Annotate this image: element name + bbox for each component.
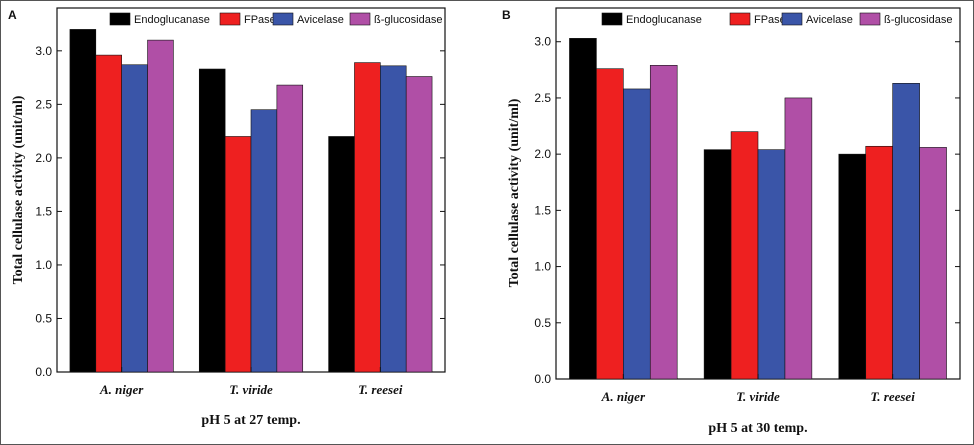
x-category-label: T. reesei xyxy=(358,382,403,397)
y-tick-label: 0.0 xyxy=(35,365,52,379)
legend-label: Avicelase xyxy=(806,14,853,26)
y-tick-label: 2.0 xyxy=(35,151,52,165)
legend-label: ß-glucosidase xyxy=(374,14,442,26)
legend-swatch xyxy=(601,12,623,26)
bar xyxy=(328,136,355,373)
bar xyxy=(596,68,624,380)
bar xyxy=(121,64,148,373)
bars xyxy=(69,29,433,373)
y-tick-label: 2.5 xyxy=(534,91,551,105)
legend-label: FPase xyxy=(244,14,276,26)
bar xyxy=(865,145,893,380)
y-tick-label: 2.0 xyxy=(534,147,551,161)
bar xyxy=(892,83,920,380)
y-tick-label: 0.5 xyxy=(534,316,551,330)
legend-swatch xyxy=(729,12,751,26)
x-category-label: A. niger xyxy=(99,382,144,397)
panel-label: B xyxy=(502,8,511,22)
y-axis-ticks: 0.0 0.5 1.0 1.5 2.0 2.5 3.0 xyxy=(534,35,960,386)
bar xyxy=(354,62,381,373)
x-category-label: T. reesei xyxy=(871,389,916,404)
x-axis-label: pH 5 at 27 temp. xyxy=(201,413,300,428)
y-tick-label: 0.0 xyxy=(534,372,551,386)
bar xyxy=(784,97,813,380)
legend-swatch xyxy=(781,12,803,26)
y-tick-label: 3.0 xyxy=(534,35,551,49)
bar xyxy=(69,29,97,373)
legend-swatch xyxy=(272,12,294,26)
y-tick-label: 2.5 xyxy=(35,97,52,111)
y-axis-ticks: 0.0 0.5 1.0 1.5 2.0 2.5 3.0 xyxy=(35,44,445,379)
y-tick-label: 0.5 xyxy=(35,311,52,325)
y-tick-label: 1.5 xyxy=(534,203,551,217)
x-category-label: T. viride xyxy=(229,382,273,397)
bar xyxy=(730,131,759,380)
y-axis-label: Total cellulase activity (unit/ml) xyxy=(11,95,26,284)
y-tick-label: 1.0 xyxy=(534,260,551,274)
bar xyxy=(276,84,304,373)
legend: Endoglucanase FPase Avicelase ß-glucosidase xyxy=(109,12,442,26)
bar xyxy=(380,65,407,373)
y-tick-label: 1.5 xyxy=(35,204,52,218)
bar xyxy=(919,147,947,380)
bar xyxy=(198,68,226,373)
bar xyxy=(569,38,597,380)
legend-swatch xyxy=(859,12,881,26)
legend-swatch xyxy=(109,12,131,26)
panel-label: A xyxy=(8,8,17,22)
bar xyxy=(405,76,433,373)
legend: Endoglucanase FPase Avicelase ß-glucosidase xyxy=(601,12,952,26)
x-category-label: A. niger xyxy=(601,389,646,404)
legend-swatch xyxy=(349,12,371,26)
x-category-label: T. viride xyxy=(736,389,780,404)
x-axis-categories: A. niger T. viride T. reesei xyxy=(601,374,916,404)
legend-label: FPase xyxy=(754,14,786,26)
x-axis-label: pH 5 at 30 temp. xyxy=(708,421,807,436)
bar xyxy=(224,136,252,373)
legend-label: Endoglucanase xyxy=(134,14,210,26)
bar xyxy=(250,109,278,373)
legend-label: ß-glucosidase xyxy=(884,14,952,26)
bars xyxy=(569,38,947,380)
bar xyxy=(95,54,122,373)
bar xyxy=(703,149,732,380)
y-axis-label: Total cellulase activity (unit/ml) xyxy=(507,98,522,287)
x-axis-categories: A. niger T. viride T. reesei xyxy=(99,367,403,397)
bar xyxy=(623,88,651,380)
bar xyxy=(838,153,867,380)
legend-label: Endoglucanase xyxy=(626,14,702,26)
chart-panel-b: B 0.0 0.5 1.0 1.5 2.0 2.5 3.0 A. niger T. virid… xyxy=(502,7,961,436)
legend-swatch xyxy=(219,12,241,26)
bar xyxy=(757,149,786,380)
y-tick-label: 1.0 xyxy=(35,258,52,272)
legend-label: Avicelase xyxy=(297,14,344,26)
bar xyxy=(649,65,678,380)
chart-panel-a: A 0.0 0.5 1.0 1.5 2.0 2.5 3.0 A. niger T. virid… xyxy=(8,7,446,428)
y-tick-label: 3.0 xyxy=(35,44,52,58)
bar xyxy=(147,39,174,373)
